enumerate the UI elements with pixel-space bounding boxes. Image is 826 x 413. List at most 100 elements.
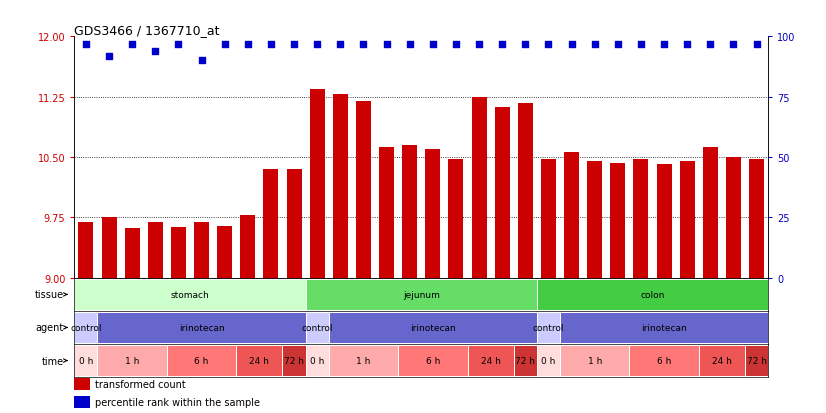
Bar <box>74 279 306 310</box>
Text: 72 h: 72 h <box>515 356 535 365</box>
Bar <box>329 312 537 343</box>
Point <box>657 41 671 48</box>
Bar <box>449 160 463 278</box>
Point <box>195 58 208 64</box>
Bar <box>74 345 97 376</box>
Text: irinotecan: irinotecan <box>641 323 687 332</box>
Bar <box>587 162 602 278</box>
Bar <box>398 345 468 376</box>
Text: jejunum: jejunum <box>403 290 439 299</box>
Point <box>102 53 116 60</box>
Point <box>496 41 509 48</box>
Point <box>218 41 231 48</box>
Point <box>519 41 532 48</box>
Point <box>472 41 486 48</box>
Bar <box>564 153 579 278</box>
Bar <box>518 104 533 278</box>
Bar <box>171 228 186 278</box>
Bar <box>610 163 625 278</box>
Point <box>149 48 162 55</box>
Text: irinotecan: irinotecan <box>410 323 456 332</box>
Text: 24 h: 24 h <box>249 356 269 365</box>
Bar <box>74 312 97 343</box>
Bar <box>148 222 163 278</box>
Point <box>357 41 370 48</box>
Bar <box>287 170 301 278</box>
Bar <box>263 170 278 278</box>
Bar <box>379 147 394 278</box>
Text: 72 h: 72 h <box>747 356 767 365</box>
Text: 0 h: 0 h <box>310 356 325 365</box>
Point <box>565 41 578 48</box>
Bar <box>310 89 325 278</box>
Point <box>588 41 601 48</box>
Point <box>426 41 439 48</box>
Bar <box>468 345 514 376</box>
Bar <box>125 228 140 278</box>
Text: percentile rank within the sample: percentile rank within the sample <box>95 397 260 407</box>
Text: tissue: tissue <box>35 290 64 300</box>
Text: 72 h: 72 h <box>284 356 304 365</box>
Point <box>611 41 624 48</box>
Point <box>704 41 717 48</box>
Text: 24 h: 24 h <box>712 356 732 365</box>
Text: 1 h: 1 h <box>125 356 140 365</box>
Bar <box>726 158 741 278</box>
Text: control: control <box>533 323 564 332</box>
Text: irinotecan: irinotecan <box>178 323 225 332</box>
Bar <box>102 218 116 278</box>
Point <box>380 41 393 48</box>
Bar <box>629 345 699 376</box>
Text: stomach: stomach <box>171 290 209 299</box>
Point <box>126 41 139 48</box>
Text: control: control <box>301 323 333 332</box>
Bar <box>749 160 764 278</box>
Point <box>287 41 301 48</box>
Bar <box>97 312 306 343</box>
Point <box>542 41 555 48</box>
Bar <box>306 279 537 310</box>
Text: 6 h: 6 h <box>657 356 672 365</box>
Bar <box>634 160 648 278</box>
Bar <box>306 312 329 343</box>
Text: agent: agent <box>36 323 64 332</box>
Bar <box>167 345 236 376</box>
Bar <box>240 216 255 278</box>
Bar <box>74 396 89 408</box>
Point <box>750 41 763 48</box>
Text: 0 h: 0 h <box>78 356 93 365</box>
Text: 24 h: 24 h <box>481 356 501 365</box>
Bar <box>537 345 560 376</box>
Bar <box>560 345 629 376</box>
Bar <box>194 222 209 278</box>
Point <box>449 41 463 48</box>
Point <box>79 41 93 48</box>
Bar <box>97 345 167 376</box>
Bar <box>495 108 510 278</box>
Bar <box>333 95 348 278</box>
Point <box>403 41 416 48</box>
Bar <box>657 164 672 278</box>
Bar <box>425 150 440 278</box>
Point <box>634 41 648 48</box>
Bar <box>329 345 398 376</box>
Bar <box>537 312 560 343</box>
Bar <box>514 345 537 376</box>
Bar <box>745 345 768 376</box>
Text: 1 h: 1 h <box>356 356 371 365</box>
Text: 0 h: 0 h <box>541 356 556 365</box>
Bar <box>74 378 89 390</box>
Bar <box>402 146 417 278</box>
Bar <box>282 345 306 376</box>
Text: time: time <box>42 356 64 366</box>
Text: control: control <box>70 323 102 332</box>
Bar <box>537 279 768 310</box>
Text: GDS3466 / 1367710_at: GDS3466 / 1367710_at <box>74 24 220 37</box>
Bar <box>680 162 695 278</box>
Point <box>241 41 254 48</box>
Text: 6 h: 6 h <box>425 356 440 365</box>
Point <box>681 41 694 48</box>
Bar <box>236 345 282 376</box>
Text: 6 h: 6 h <box>194 356 209 365</box>
Bar <box>356 102 371 278</box>
